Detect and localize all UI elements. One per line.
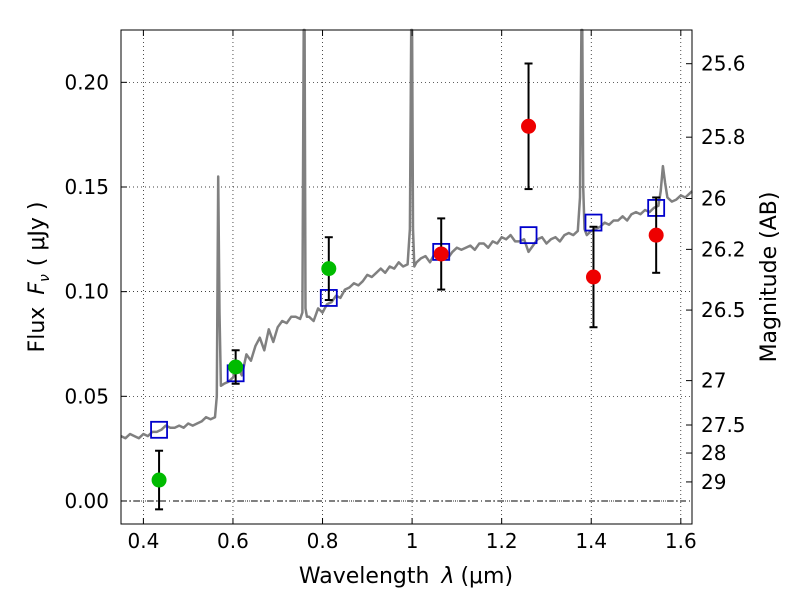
mag-tick-label: 29 [701,470,726,494]
mag-tick-label: 27 [701,369,726,393]
x-axis-label: Wavelength λ (μm) [299,564,513,589]
y-tick-label: 0.15 [64,175,109,199]
sed-line [120,28,693,440]
x-tick-label: 0.6 [217,529,249,553]
mag-tick-label: 27.5 [701,413,746,437]
markers-layer [150,62,666,511]
y-tick-label: 0.00 [64,489,109,513]
x-tick-label: 0.8 [307,529,339,553]
mag-tick-label: 26.2 [701,237,746,261]
y-tick-label: 0.05 [64,384,109,408]
observed-flux-green-dot [151,472,167,488]
observed-flux-red-dot [433,246,449,262]
plot-frame [120,29,693,525]
x-tick-label: 1.4 [575,529,607,553]
y-tick-label: 0.10 [64,280,109,304]
x-tick-label: 1 [406,529,419,553]
x-tick-label: 1.2 [486,529,518,553]
y-axis-label: FluxFν( μJy ) [25,202,53,353]
axis-ticks: 0.4 0.6 0.8 1 1.2 1.4 1.6 0.00 0.05 0.10 0.15 0.20 2… [64,30,746,553]
series-layer [120,28,693,440]
y2-axis-label: Magnitude (AB) [757,192,782,363]
observed-flux-red-dot [585,269,601,285]
observed-flux-green-dot [321,261,337,277]
observed-flux-red-dot [521,118,537,134]
x-tick-label: 1.6 [665,529,697,553]
observed-flux-red-dot [648,227,664,243]
mag-tick-label: 28 [701,441,726,465]
mag-tick-label: 26 [701,187,726,211]
observed-flux-green-dot [228,359,244,375]
model-flux-square [150,420,168,439]
mag-tick-label: 26.5 [701,298,746,322]
mag-tick-label: 25.8 [701,125,746,149]
grid-lines [121,30,692,524]
y-tick-label: 0.20 [64,70,109,94]
mag-tick-label: 25.6 [701,52,746,76]
model-flux-square [519,226,538,245]
x-tick-label: 0.4 [127,529,159,553]
